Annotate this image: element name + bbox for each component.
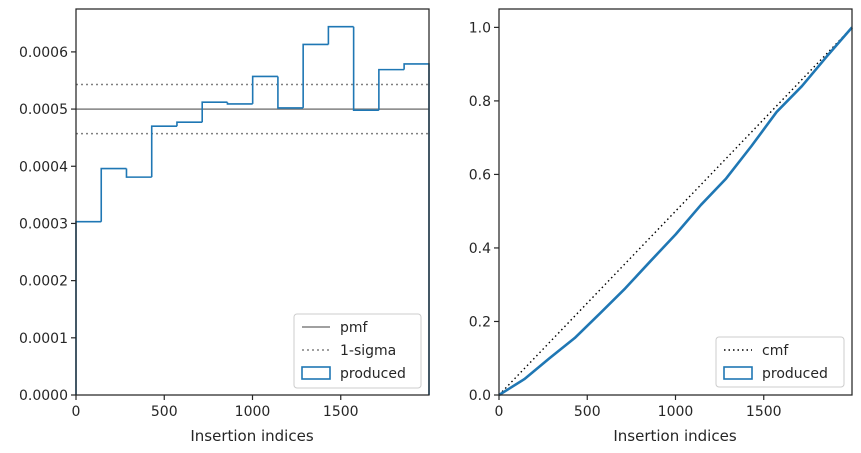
cumulative-xtick-label: 500: [574, 404, 601, 420]
histogram-ytick-label: 0.0000: [19, 388, 68, 404]
cumulative-xtick-label: 1000: [658, 404, 694, 420]
histogram-ytick-label: 0.0001: [19, 331, 68, 347]
histogram-ytick-label: 0.0005: [19, 102, 68, 118]
histogram-bin: [176, 121, 203, 127]
cumulative-xlabel: Insertion indices: [613, 427, 736, 445]
cumulative-marks: [498, 26, 853, 397]
histogram-xtick-label: 0: [72, 404, 81, 420]
histogram-ytick-label: 0.0003: [19, 216, 68, 232]
histogram-bin: [302, 43, 329, 108]
histogram-xtick-label: 1000: [235, 404, 271, 420]
histogram-legend-label: produced: [340, 366, 406, 382]
histogram-bin: [327, 25, 354, 45]
histogram-ytick-label: 0.0002: [19, 274, 68, 290]
cumulative-legend-label: produced: [762, 366, 828, 382]
histogram-legend: pmf 1-sigma produced: [293, 313, 422, 389]
histogram-bin: [125, 168, 152, 178]
cumulative-panel: 0 500 1000 1500 0.0 0.2 0.4 0.6 0.8 1.0 Insertion…: [469, 8, 853, 445]
histogram-bin: [201, 101, 228, 123]
cumulative-ticks: 0 500 1000 1500 0.0 0.2 0.4 0.6 0.8 1.0: [469, 20, 782, 420]
histogram-bin: [378, 68, 405, 111]
histogram-legend-box: [293, 313, 422, 389]
histogram-legend-label: pmf: [340, 320, 369, 336]
cumulative-ytick-label: 1.0: [469, 20, 491, 36]
histogram-xtick-label: 500: [151, 404, 178, 420]
histogram-bin: [150, 125, 177, 178]
histogram-bin: [100, 167, 127, 222]
histogram-ticks: 0 500 1000 1500 0.0000 0.0001 0.0002 0.0003 0.00…: [19, 45, 359, 420]
histogram-bin: [251, 75, 278, 104]
legend-produced-swatch: [301, 366, 331, 380]
cumulative-legend-label: cmf: [762, 343, 789, 359]
cumulative-ytick-label: 0.8: [469, 94, 491, 110]
histogram-ytick-label: 0.0004: [19, 159, 68, 175]
histogram-bin: [277, 76, 304, 109]
legend-produced-swatch: [723, 366, 753, 380]
histogram-panel: 0 500 1000 1500 0.0000 0.0001 0.0002 0.0003 0.00…: [19, 8, 430, 445]
cumulative-xtick-label: 0: [495, 404, 504, 420]
histogram-bin: [226, 102, 253, 105]
histogram-xlabel: Insertion indices: [190, 427, 313, 445]
cumulative-ytick-label: 0.0: [469, 388, 491, 404]
cumulative-legend: cmf produced: [715, 336, 845, 388]
cumulative-ytick-label: 0.6: [469, 167, 491, 183]
cumulative-plot-area: [499, 9, 852, 395]
histogram-xtick-label: 1500: [323, 404, 359, 420]
produced-cumulative-line: [498, 26, 853, 397]
cumulative-xtick-label: 1500: [746, 404, 782, 420]
cumulative-ytick-label: 0.4: [469, 241, 491, 257]
histogram-bin: [352, 26, 379, 112]
histogram-ytick-label: 0.0006: [19, 45, 68, 61]
histogram-legend-label: 1-sigma: [340, 343, 396, 359]
cumulative-ytick-label: 0.2: [469, 314, 491, 330]
